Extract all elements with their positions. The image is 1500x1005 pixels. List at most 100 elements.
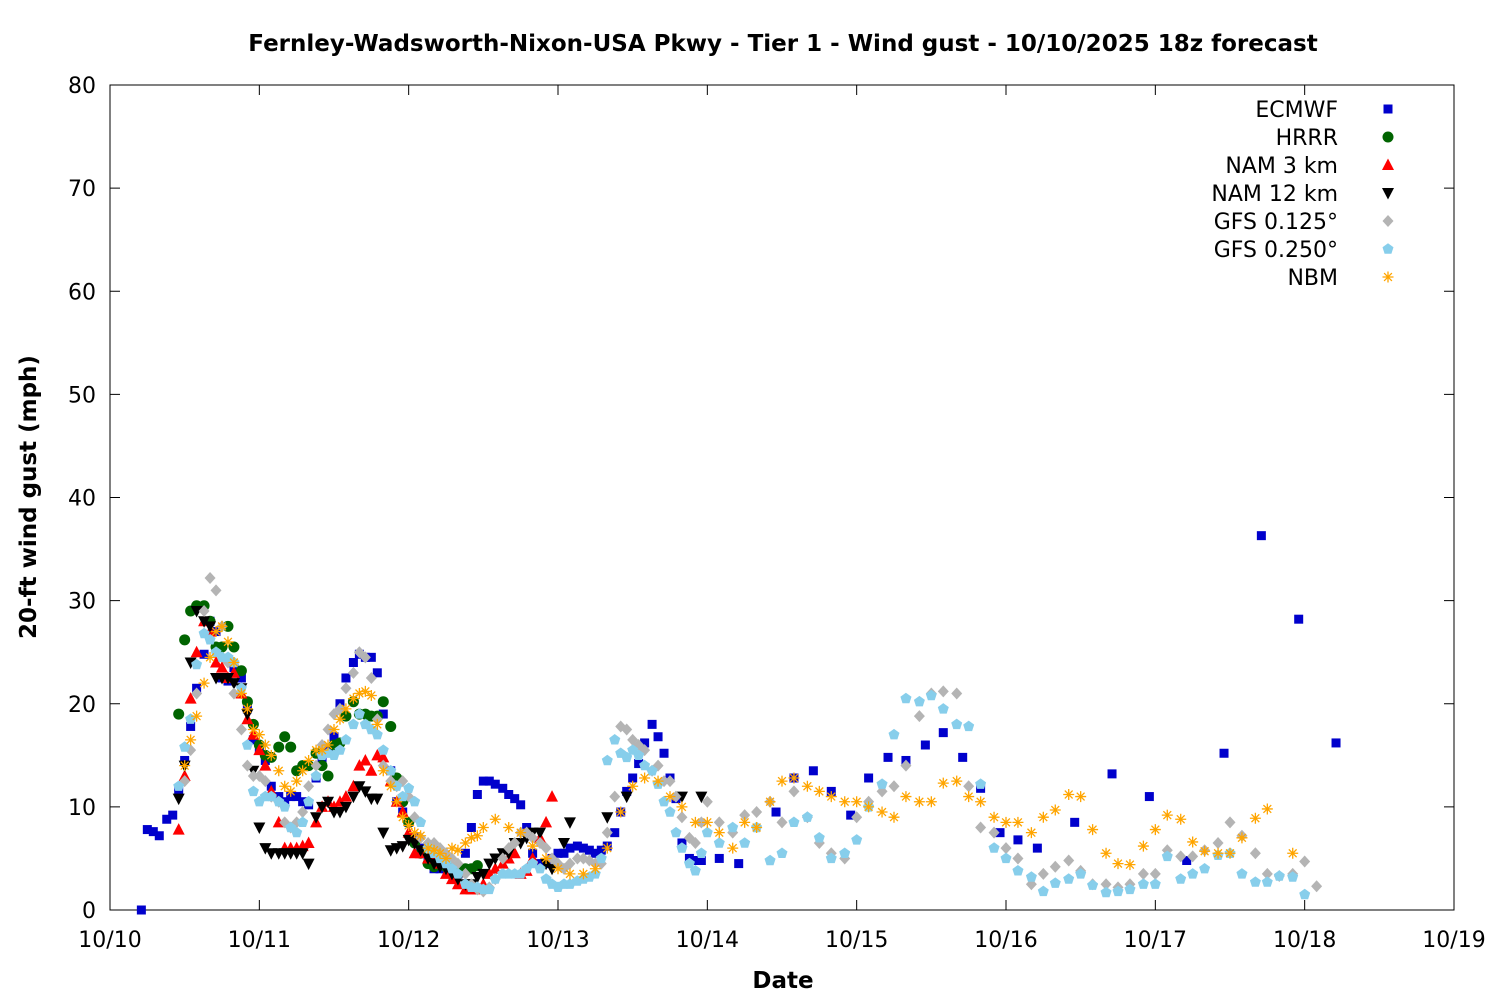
- data-point-nbm: [1212, 847, 1224, 859]
- data-point-nam-3-km: [259, 759, 272, 771]
- data-point-gfs-0-250: [801, 811, 813, 822]
- data-point-nbm: [241, 703, 253, 715]
- legend-label-hrrr: HRRR: [1276, 126, 1338, 151]
- data-point-gfs-0-125: [988, 826, 1000, 839]
- data-point-nbm: [813, 785, 825, 797]
- data-point-ecmwf: [516, 800, 526, 810]
- data-point-nbm: [701, 816, 713, 828]
- data-point-ecmwf: [653, 732, 663, 742]
- data-point-gfs-0-250: [695, 847, 707, 858]
- data-point-gfs-0-125: [198, 604, 210, 617]
- data-point-gfs-0-250: [1199, 863, 1211, 874]
- data-point-gfs-0-250: [204, 634, 216, 645]
- legend-label-gfs-0-125: GFS 0.125°: [1214, 210, 1338, 235]
- data-point-nbm: [1137, 840, 1149, 852]
- data-point-gfs-0-250: [534, 863, 546, 874]
- data-point-nbm: [988, 811, 1000, 823]
- data-point-gfs-0-125: [601, 826, 613, 839]
- data-point-gfs-0-125: [497, 852, 509, 865]
- data-point-gfs-0-250: [297, 816, 309, 827]
- data-point-nbm: [839, 796, 851, 808]
- data-point-nbm: [776, 775, 788, 787]
- data-point-nam-12-km: [489, 853, 502, 865]
- data-point-ecmwf: [734, 859, 744, 869]
- data-point-gfs-0-250: [888, 728, 900, 740]
- y-axis: 0 10 20 30 40 50 60 70 80: [68, 74, 1454, 924]
- data-point-nbm: [353, 687, 365, 699]
- data-point-nbm: [459, 837, 471, 849]
- data-point-ecmwf: [142, 825, 152, 835]
- data-point-gfs-0-250: [1012, 865, 1024, 876]
- data-point-nam-12-km: [396, 841, 409, 853]
- data-point-ecmwf: [498, 783, 508, 793]
- data-point-gfs-0-125: [235, 723, 247, 736]
- data-point-nbm: [937, 777, 949, 789]
- data-point-gfs-0-250: [900, 692, 912, 704]
- y-tick-label: 40: [68, 487, 96, 512]
- data-point-gfs-0-250: [1187, 868, 1199, 879]
- data-point-nbm: [951, 775, 963, 787]
- data-point-nbm: [440, 852, 452, 864]
- data-point-nbm: [1249, 812, 1261, 824]
- data-point-ecmwf: [236, 673, 246, 683]
- data-point-nbm: [385, 780, 397, 792]
- data-point-nam-12-km: [316, 801, 329, 814]
- data-point-gfs-0-250: [951, 718, 963, 730]
- y-tick-label: 20: [68, 693, 96, 718]
- data-point-ecmwf: [168, 810, 178, 820]
- data-point-gfs-0-250: [925, 689, 937, 701]
- legend-marker-gfs-0-250: [1382, 243, 1394, 254]
- data-point-nbm: [279, 780, 291, 792]
- x-tick-label: 10/11: [228, 928, 291, 953]
- data-point-nam-12-km: [477, 868, 490, 881]
- data-point-ecmwf: [490, 779, 500, 789]
- data-point-gfs-0-250: [713, 837, 725, 848]
- data-point-gfs-0-125: [228, 687, 240, 700]
- data-point-gfs-0-125: [1212, 836, 1224, 849]
- data-point-gfs-0-250: [1287, 871, 1299, 882]
- x-tick-label: 10/17: [1124, 928, 1187, 953]
- data-point-nbm: [1000, 816, 1012, 828]
- data-point-nbm: [764, 796, 776, 808]
- data-point-nbm: [247, 724, 259, 736]
- data-point-gfs-0-250: [988, 842, 1000, 853]
- data-point-nbm: [391, 796, 403, 808]
- data-point-ecmwf: [634, 759, 644, 769]
- data-point-nam-3-km: [540, 815, 553, 828]
- data-point-gfs-0-125: [776, 816, 788, 829]
- data-point-nam-3-km: [489, 862, 502, 874]
- data-point-nbm: [1049, 804, 1061, 816]
- data-point-nbm: [415, 830, 427, 842]
- data-point-gfs-0-125: [788, 785, 800, 798]
- data-point-gfs-0-125: [297, 806, 309, 819]
- data-point-nbm: [540, 852, 552, 864]
- data-point-ecmwf: [584, 845, 594, 855]
- data-point-gfs-0-250: [483, 883, 495, 895]
- data-point-nbm: [216, 620, 228, 632]
- data-point-ecmwf: [590, 848, 600, 858]
- data-point-nbm: [316, 744, 328, 756]
- x-tick-label: 10/19: [1422, 928, 1485, 953]
- data-point-gfs-0-125: [210, 584, 222, 597]
- data-point-gfs-0-125: [937, 685, 949, 698]
- legend-marker-nbm: [1382, 271, 1394, 283]
- data-point-ecmwf: [690, 856, 700, 865]
- y-tick-label: 70: [68, 177, 96, 202]
- legend-marker-ecmwf: [1383, 104, 1393, 114]
- data-point-ecmwf: [341, 673, 351, 683]
- data-point-gfs-0-125: [1299, 855, 1311, 868]
- data-series: [136, 531, 1341, 915]
- data-point-gfs-0-250: [247, 785, 259, 797]
- data-point-nbm: [434, 847, 446, 859]
- data-point-nbm: [235, 687, 247, 699]
- data-point-nam-12-km: [620, 791, 633, 804]
- data-point-nam-3-km: [184, 692, 197, 704]
- data-point-ecmwf: [938, 728, 948, 738]
- data-point-gfs-0-250: [727, 821, 739, 833]
- data-point-nbm: [1075, 791, 1087, 803]
- data-point-gfs-0-125: [359, 651, 371, 664]
- data-point-gfs-0-125: [1049, 860, 1061, 873]
- data-point-gfs-0-125: [913, 710, 925, 723]
- data-point-gfs-0-125: [1063, 854, 1075, 867]
- data-point-ecmwf: [1144, 792, 1154, 802]
